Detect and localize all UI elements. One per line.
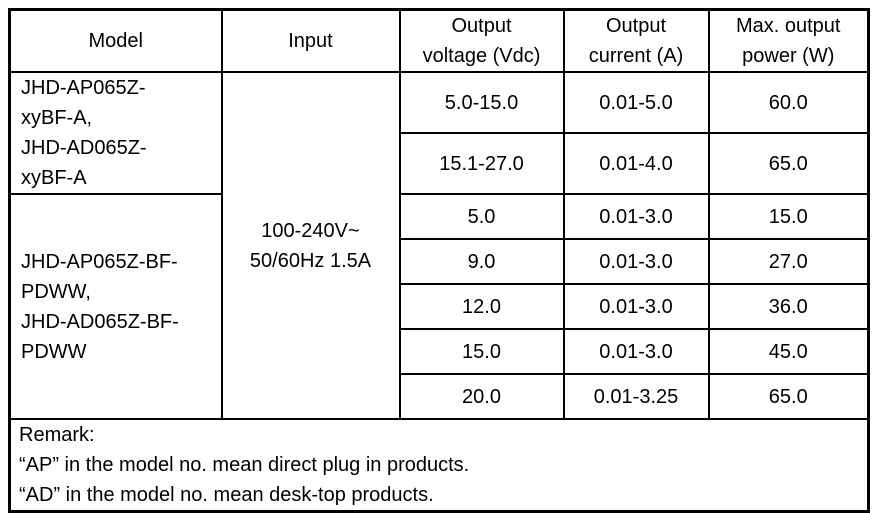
model-group-2-cell: JHD-AP065Z-BF- PDWW, JHD-AD065Z-BF- PDWW [8, 193, 223, 420]
input-cell: 100-240V~ 50/60Hz 1.5A [220, 71, 401, 420]
power-spec-table: Model Input Output voltage (Vdc) Output … [8, 8, 870, 513]
output-voltage-value: 15.1-27.0 [398, 132, 565, 195]
output-current-value: 0.01-3.0 [562, 193, 710, 240]
header-cell-output-current: Output current (A) [562, 8, 710, 73]
output-current-value: 0.01-5.0 [562, 71, 710, 134]
output-current-value: 0.01-3.0 [562, 283, 710, 330]
table-row: 15.0 0.01-3.0 45.0 [10, 328, 870, 375]
table-row: JHD-AP065Z- xyBF-A, JHD-AD065Z- xyBF-A 1… [8, 71, 870, 420]
output-voltage-value: 20.0 [398, 373, 565, 420]
model-group-1-cell: JHD-AP065Z- xyBF-A, JHD-AD065Z- xyBF-A [8, 71, 223, 195]
output-voltage-value: 9.0 [398, 238, 565, 285]
max-power-value: 65.0 [707, 132, 870, 195]
output-current-value: 0.01-4.0 [562, 132, 710, 195]
output-voltage-value: 15.0 [398, 328, 565, 375]
header-cell-output-voltage: Output voltage (Vdc) [398, 8, 565, 73]
output-voltage-value: 5.0 [398, 193, 565, 240]
max-power-value: 15.0 [707, 193, 870, 240]
header-cell-input: Input [220, 8, 401, 73]
remark-title: Remark: [19, 424, 95, 446]
table-row: JHD-AP065Z-BF- PDWW, JHD-AD065Z-BF- PDWW… [8, 193, 870, 420]
table-row: 15.1-27.0 0.01-4.0 65.0 [10, 132, 870, 195]
max-power-value: 36.0 [707, 283, 870, 330]
header-cell-model: Model [8, 8, 223, 73]
remark-cell: Remark: “AP” in the model no. mean direc… [8, 418, 870, 513]
output-current-value: 0.01-3.25 [562, 373, 710, 420]
max-power-value: 65.0 [707, 373, 870, 420]
header-cell-max-output-power: Max. output power (W) [707, 8, 870, 73]
output-voltage-value: 12.0 [398, 283, 565, 330]
output-voltage-value: 5.0-15.0 [398, 71, 565, 134]
table-row: 12.0 0.01-3.0 36.0 [10, 283, 870, 330]
remark-line-ad: “AD” in the model no. mean desk-top prod… [19, 484, 434, 506]
remark-line-ap: “AP” in the model no. mean direct plug i… [19, 454, 470, 476]
header-row: Model Input Output voltage (Vdc) Output … [8, 8, 870, 73]
output-current-value: 0.01-3.0 [562, 238, 710, 285]
output-current-value: 0.01-3.0 [562, 328, 710, 375]
remark-row: Remark: “AP” in the model no. mean direc… [8, 418, 870, 513]
table-row: 9.0 0.01-3.0 27.0 [10, 238, 870, 285]
table-row: 20.0 0.01-3.25 65.0 [10, 373, 870, 420]
max-power-value: 45.0 [707, 328, 870, 375]
max-power-value: 27.0 [707, 238, 870, 285]
max-power-value: 60.0 [707, 71, 870, 134]
